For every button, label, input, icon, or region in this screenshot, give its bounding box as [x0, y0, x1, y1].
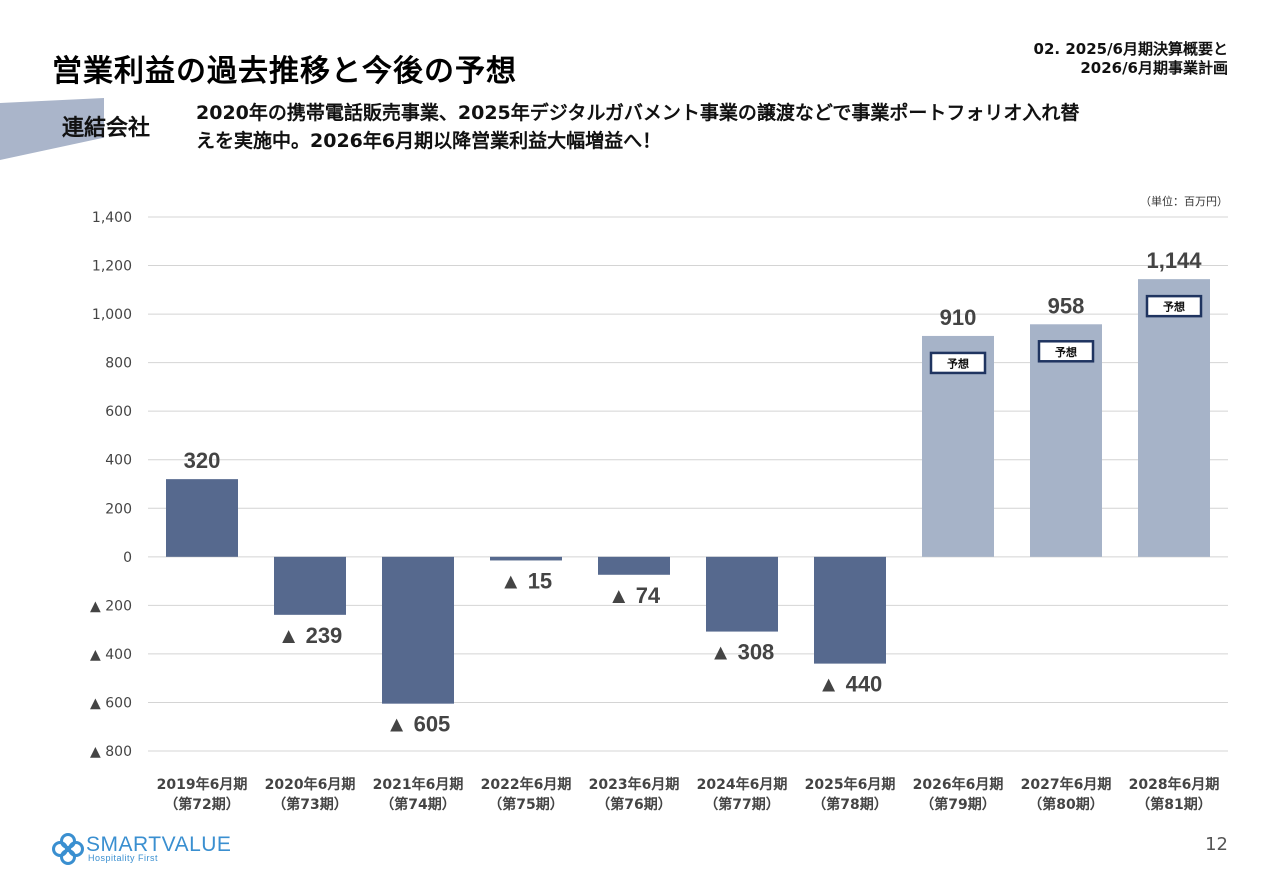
company-logo: SMARTVALUE Hospitality First [52, 833, 242, 867]
y-tick-label: 400 [105, 453, 132, 469]
data-label: ▲ 308 [710, 640, 775, 665]
forecast-badge-label: 予想 [1163, 300, 1185, 314]
x-tick-label: 2020年6月期 [265, 776, 356, 793]
unit-note: （単位：百万円） [1140, 195, 1228, 208]
bar [274, 556, 346, 615]
data-label: ▲ 15 [500, 568, 552, 593]
headline-line2: えを実施中。2026年6月期以降営業利益大幅増益へ！ [196, 130, 662, 152]
data-label: ▲ 239 [278, 623, 343, 648]
bar [1030, 324, 1102, 557]
forecast-badge-label: 予想 [1055, 345, 1077, 359]
x-tick-label: 2027年6月期 [1021, 776, 1112, 793]
forecast-badge [1145, 294, 1203, 318]
y-tick-label: 200 [105, 501, 132, 517]
x-tick-label: 2024年6月期 [697, 776, 788, 793]
section-label: 02. 2025/6月期決算概要と 2026/6月期事業計画 [1034, 40, 1228, 78]
data-label: ▲ 605 [386, 712, 451, 737]
bar [1138, 279, 1210, 557]
x-tick-label: 2023年6月期 [589, 776, 680, 793]
y-tick-label: 1,200 [92, 259, 132, 275]
y-tick-label: 1,400 [92, 210, 132, 226]
y-tick-label: 0 [123, 550, 132, 566]
x-tick-sublabel: （第78期） [812, 796, 887, 813]
forecast-badge [929, 351, 987, 375]
bar [706, 556, 778, 632]
x-tick-sublabel: （第81期） [1136, 796, 1211, 813]
y-tick-label: ▲ 800 [90, 744, 132, 760]
data-label: 1,144 [1146, 248, 1202, 273]
data-label: 910 [940, 305, 977, 330]
bar [490, 556, 562, 561]
forecast-badge-label: 予想 [947, 356, 969, 370]
clover-icon [52, 833, 84, 865]
x-tick-label: 2028年6月期 [1129, 776, 1220, 793]
y-tick-label: 1,000 [92, 307, 132, 323]
x-tick-sublabel: （第74期） [380, 796, 455, 813]
data-label: ▲ 74 [608, 583, 661, 608]
headline: 2020年の携帯電話販売事業、2025年デジタルガバメント事業の譲渡などで事業ポ… [196, 99, 1256, 155]
y-tick-label: ▲ 200 [90, 598, 132, 614]
data-label: ▲ 440 [818, 672, 883, 697]
x-tick-label: 2021年6月期 [373, 776, 464, 793]
x-tick-label: 2022年6月期 [481, 776, 572, 793]
y-tick-label: ▲ 400 [90, 647, 132, 663]
logo-tagline: Hospitality First [88, 853, 159, 863]
data-label: 958 [1048, 293, 1085, 318]
y-tick-label: 800 [105, 356, 132, 372]
bar [814, 556, 886, 664]
x-tick-sublabel: （第76期） [596, 796, 671, 813]
bar [166, 479, 238, 557]
x-tick-sublabel: （第75期） [488, 796, 563, 813]
x-tick-sublabel: （第80期） [1028, 796, 1103, 813]
x-tick-sublabel: （第72期） [164, 796, 239, 813]
headline-line1: 2020年の携帯電話販売事業、2025年デジタルガバメント事業の譲渡などで事業ポ… [196, 102, 1080, 124]
x-tick-sublabel: （第77期） [704, 796, 779, 813]
x-tick-sublabel: （第79期） [920, 796, 995, 813]
page-number: 12 [1205, 834, 1228, 855]
data-label: 320 [184, 448, 221, 473]
bar [598, 556, 670, 575]
company-label: 連結会社 [62, 116, 151, 141]
x-tick-sublabel: （第73期） [272, 796, 347, 813]
y-tick-label: ▲ 600 [90, 695, 132, 711]
x-tick-label: 2019年6月期 [157, 776, 248, 793]
y-tick-label: 600 [105, 404, 132, 420]
section-label-line1: 02. 2025/6月期決算概要と [1033, 40, 1228, 58]
page-title: 営業利益の過去推移と今後の予想 [52, 54, 517, 89]
forecast-badge [1037, 340, 1095, 363]
logo-wordmark: SMARTVALUE [86, 833, 232, 856]
section-label-line2: 2026/6月期事業計画 [1080, 59, 1228, 77]
x-tick-label: 2025年6月期 [805, 776, 896, 793]
bar [382, 556, 454, 704]
x-tick-label: 2026年6月期 [913, 776, 1004, 793]
